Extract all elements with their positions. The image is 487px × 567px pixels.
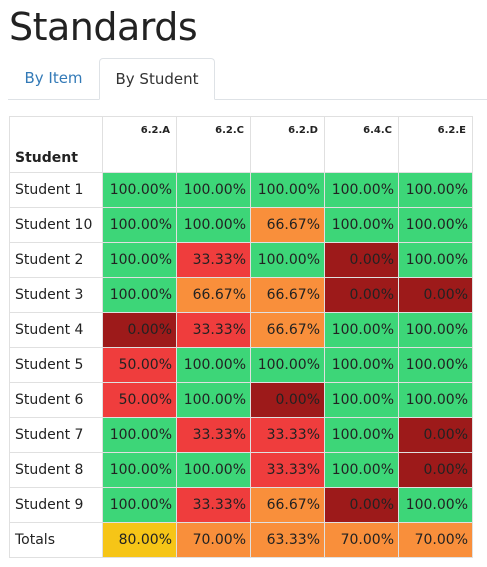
score-cell: 33.33% <box>250 417 325 453</box>
student-row: Student 1 100.00% 100.00% 100.00% 100.00% 100… <box>9 172 473 208</box>
score-cell: 66.67% <box>250 207 325 243</box>
student-row: Student 2 100.00% 33.33% 100.00% 0.00% 100.00… <box>9 242 473 278</box>
student-name: Student 3 <box>9 277 103 313</box>
score-cell: 50.00% <box>102 382 177 418</box>
score-cell: 0.00% <box>398 452 473 488</box>
student-row: Student 6 50.00% 100.00% 0.00% 100.00% 100.00… <box>9 382 473 418</box>
score-cell: 100.00% <box>176 452 251 488</box>
score-cell: 100.00% <box>324 347 399 383</box>
page-title: Standards <box>9 5 198 49</box>
student-column-header: Student <box>9 116 103 173</box>
score-cell: 100.00% <box>102 452 177 488</box>
tab-by-item[interactable]: By Item <box>24 69 83 87</box>
student-name: Student 9 <box>9 487 103 523</box>
score-cell: 66.67% <box>250 277 325 313</box>
student-row: Student 4 0.00% 33.33% 66.67% 100.00% 100.00% <box>9 312 473 348</box>
header-row: Student 6.2.A 6.2.C 6.2.D 6.4.C 6.2.E <box>9 116 473 173</box>
score-cell: 33.33% <box>176 242 251 278</box>
student-name: Student 10 <box>9 207 103 243</box>
student-row: Student 10 100.00% 100.00% 66.67% 100.00% 100… <box>9 207 473 243</box>
score-cell: 100.00% <box>176 347 251 383</box>
total-score-cell: 80.00% <box>102 522 177 558</box>
score-cell: 100.00% <box>324 417 399 453</box>
score-cell: 50.00% <box>102 347 177 383</box>
score-cell: 100.00% <box>102 487 177 523</box>
score-cell: 0.00% <box>102 312 177 348</box>
score-cell: 66.67% <box>250 312 325 348</box>
standard-header: 6.4.C <box>324 116 399 173</box>
standards-grid: Student 6.2.A 6.2.C 6.2.D 6.4.C 6.2.E St… <box>9 116 473 558</box>
score-cell: 100.00% <box>398 312 473 348</box>
score-cell: 100.00% <box>250 172 325 208</box>
tab-by-student[interactable]: By Student <box>99 58 215 100</box>
score-cell: 100.00% <box>176 382 251 418</box>
view-tabs: By Item By Student <box>8 58 487 100</box>
student-row: Student 9 100.00% 33.33% 66.67% 0.00% 100.00% <box>9 487 473 523</box>
student-row: Student 7 100.00% 33.33% 33.33% 100.00% 0.00% <box>9 417 473 453</box>
score-cell: 100.00% <box>102 207 177 243</box>
total-score-cell: 70.00% <box>324 522 399 558</box>
total-score-cell: 63.33% <box>250 522 325 558</box>
score-cell: 0.00% <box>398 417 473 453</box>
score-cell: 100.00% <box>398 207 473 243</box>
score-cell: 100.00% <box>324 312 399 348</box>
student-name: Student 5 <box>9 347 103 383</box>
score-cell: 100.00% <box>102 417 177 453</box>
score-cell: 100.00% <box>324 172 399 208</box>
score-cell: 100.00% <box>398 487 473 523</box>
score-cell: 100.00% <box>324 452 399 488</box>
student-name: Student 4 <box>9 312 103 348</box>
standard-header: 6.2.E <box>398 116 473 173</box>
standards-grid-container: Student 6.2.A 6.2.C 6.2.D 6.4.C 6.2.E St… <box>9 116 473 558</box>
score-cell: 100.00% <box>102 242 177 278</box>
score-cell: 0.00% <box>324 277 399 313</box>
totals-row: Totals 80.00% 70.00% 63.33% 70.00% 70.00% <box>9 522 473 558</box>
total-score-cell: 70.00% <box>398 522 473 558</box>
score-cell: 100.00% <box>398 347 473 383</box>
standard-header: 6.2.C <box>176 116 251 173</box>
student-row: Student 5 50.00% 100.00% 100.00% 100.00% 100.… <box>9 347 473 383</box>
score-cell: 100.00% <box>176 207 251 243</box>
standard-header: 6.2.D <box>250 116 325 173</box>
score-cell: 100.00% <box>324 382 399 418</box>
score-cell: 66.67% <box>176 277 251 313</box>
score-cell: 100.00% <box>102 277 177 313</box>
student-name: Student 2 <box>9 242 103 278</box>
student-row: Student 3 100.00% 66.67% 66.67% 0.00% 0.00% <box>9 277 473 313</box>
total-score-cell: 70.00% <box>176 522 251 558</box>
score-cell: 0.00% <box>324 242 399 278</box>
score-cell: 100.00% <box>398 242 473 278</box>
score-cell: 33.33% <box>250 452 325 488</box>
student-name: Student 6 <box>9 382 103 418</box>
score-cell: 100.00% <box>324 207 399 243</box>
score-cell: 33.33% <box>176 312 251 348</box>
score-cell: 100.00% <box>398 172 473 208</box>
student-name: Student 1 <box>9 172 103 208</box>
score-cell: 100.00% <box>176 172 251 208</box>
score-cell: 100.00% <box>398 382 473 418</box>
student-name: Student 7 <box>9 417 103 453</box>
score-cell: 0.00% <box>324 487 399 523</box>
score-cell: 66.67% <box>250 487 325 523</box>
score-cell: 33.33% <box>176 487 251 523</box>
student-row: Student 8 100.00% 100.00% 33.33% 100.00% 0.00… <box>9 452 473 488</box>
score-cell: 100.00% <box>250 347 325 383</box>
standard-header: 6.2.A <box>102 116 177 173</box>
totals-label: Totals <box>9 522 103 558</box>
grid-body: Student 1 100.00% 100.00% 100.00% 100.00% 100… <box>9 172 473 558</box>
score-cell: 33.33% <box>176 417 251 453</box>
score-cell: 100.00% <box>250 242 325 278</box>
score-cell: 100.00% <box>102 172 177 208</box>
score-cell: 0.00% <box>398 277 473 313</box>
student-name: Student 8 <box>9 452 103 488</box>
score-cell: 0.00% <box>250 382 325 418</box>
